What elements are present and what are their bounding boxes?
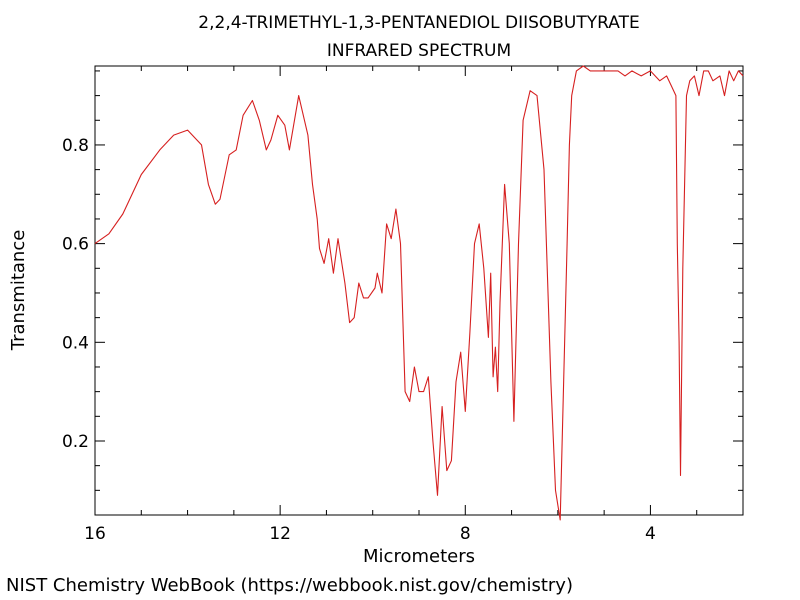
x-tick-label: 4 [645, 524, 656, 544]
x-tick-label: 16 [84, 524, 106, 544]
spectrum-line [94, 65, 744, 521]
y-tick-label: 0.2 [62, 432, 89, 452]
y-axis-label: Transmitance [8, 230, 29, 352]
axis-tick-labels: 16 12 8 4 0.2 0.4 0.6 0.8 [62, 136, 656, 544]
axis-ticks [94, 66, 744, 516]
plot-frame [94, 65, 744, 516]
y-tick-label: 0.8 [62, 136, 89, 156]
x-tick-label: 8 [460, 524, 471, 544]
y-tick-label: 0.6 [62, 235, 89, 255]
chart-title: 2,2,4-TRIMETHYL-1,3-PENTANEDIOL DIISOBUT… [198, 13, 639, 33]
x-tick-label: 12 [269, 524, 291, 544]
source-credit: NIST Chemistry WebBook (https://webbook.… [6, 575, 573, 596]
x-axis-label: Micrometers [363, 546, 475, 567]
chart-subtitle: INFRARED SPECTRUM [327, 41, 511, 61]
y-tick-label: 0.4 [62, 333, 89, 353]
